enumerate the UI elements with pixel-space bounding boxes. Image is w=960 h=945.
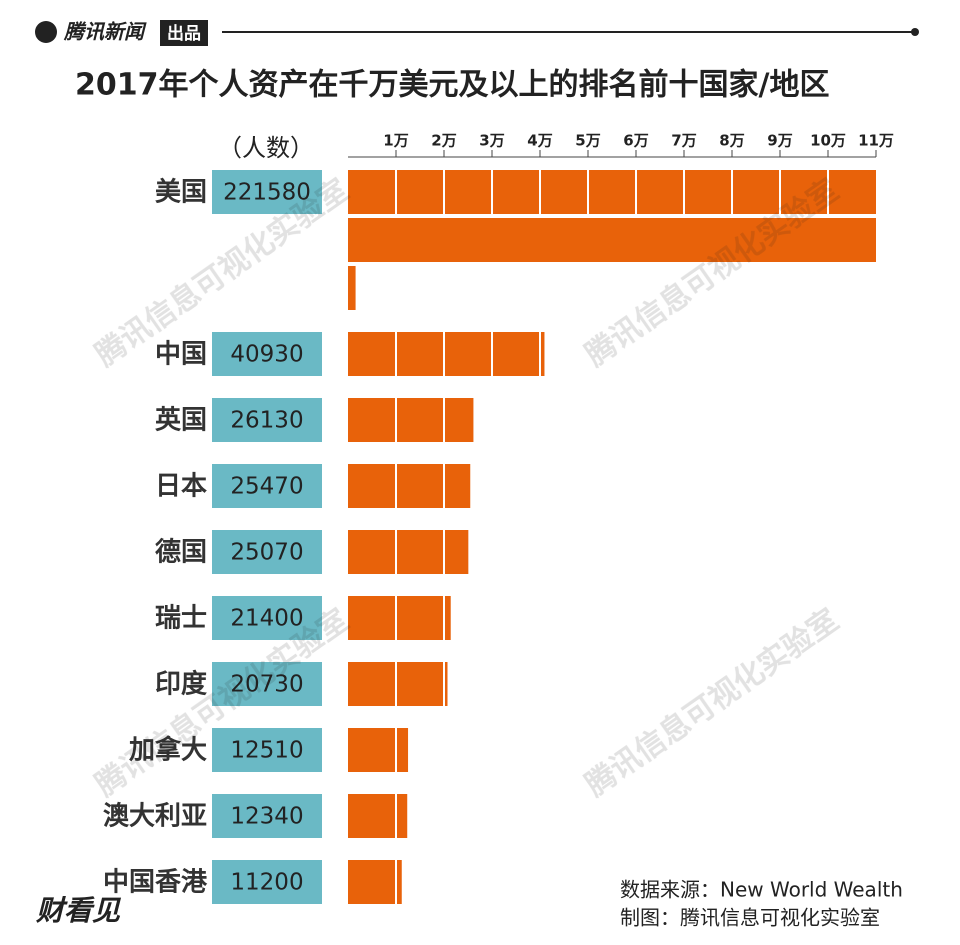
bar — [348, 860, 402, 904]
category-label: 中国 — [155, 340, 207, 370]
x-tick-label: 1万 — [383, 132, 408, 150]
value-box — [212, 464, 322, 508]
category-label: 英国 — [155, 406, 207, 436]
x-tick-label: 9万 — [767, 132, 792, 150]
category-label: 澳大利亚 — [103, 802, 207, 832]
value-label: 11200 — [230, 870, 303, 896]
category-label: 瑞士 — [155, 604, 207, 634]
value-box — [212, 860, 322, 904]
logo: 财看见 — [35, 894, 122, 927]
category-label: 德国 — [155, 538, 207, 568]
chart-title: 2017年个人资产在千万美元及以上的排名前十国家/地区 — [75, 68, 829, 103]
bar — [348, 398, 474, 442]
x-tick-label: 6万 — [623, 132, 648, 150]
brand: 腾讯新闻 — [63, 20, 147, 44]
value-box — [212, 530, 322, 574]
source: 数据来源：New World Wealth — [620, 878, 903, 902]
value-label: 25070 — [230, 540, 303, 566]
credit: 制图：腾讯信息可视化实验室 — [620, 906, 880, 930]
x-tick-label: 10万 — [810, 132, 846, 150]
header-dot — [911, 28, 919, 36]
value-label: 12510 — [230, 738, 303, 764]
category-label: 美国 — [155, 177, 207, 208]
x-tick-label: 7万 — [671, 132, 696, 150]
x-tick-label: 4万 — [527, 132, 552, 150]
x-tick-label: 8万 — [719, 132, 744, 150]
value-label: 20730 — [230, 672, 303, 698]
unit-label: （人数） — [218, 134, 314, 162]
value-box — [212, 596, 322, 640]
category-label: 日本 — [155, 472, 207, 502]
value-box — [212, 332, 322, 376]
value-box — [212, 794, 322, 838]
bar — [348, 530, 469, 574]
watermark: 腾讯信息可视化实验室 — [579, 603, 845, 804]
value-box — [212, 170, 322, 214]
category-label: 中国香港 — [103, 868, 208, 898]
brand-tag: 出品 — [167, 23, 201, 44]
x-tick-label: 11万 — [858, 132, 894, 150]
x-tick-label: 3万 — [479, 132, 504, 150]
bar — [348, 332, 545, 376]
x-tick-label: 2万 — [431, 132, 456, 150]
value-label: 221580 — [223, 180, 311, 206]
bar — [348, 794, 408, 838]
brand-icon — [35, 21, 57, 43]
bar — [348, 728, 409, 772]
category-label: 印度 — [155, 669, 207, 700]
x-tick-label: 5万 — [575, 132, 600, 150]
value-box — [212, 662, 322, 706]
bar — [348, 170, 876, 310]
value-label: 21400 — [230, 606, 303, 632]
category-label: 加拿大 — [129, 735, 207, 766]
value-box — [212, 728, 322, 772]
bar — [348, 464, 471, 508]
bar — [348, 596, 451, 640]
value-label: 40930 — [230, 342, 303, 368]
brand-tag-box — [160, 20, 208, 46]
value-label: 26130 — [230, 408, 303, 434]
value-box — [212, 398, 322, 442]
value-label: 25470 — [230, 474, 303, 500]
bar — [348, 662, 448, 706]
value-label: 12340 — [230, 804, 303, 830]
